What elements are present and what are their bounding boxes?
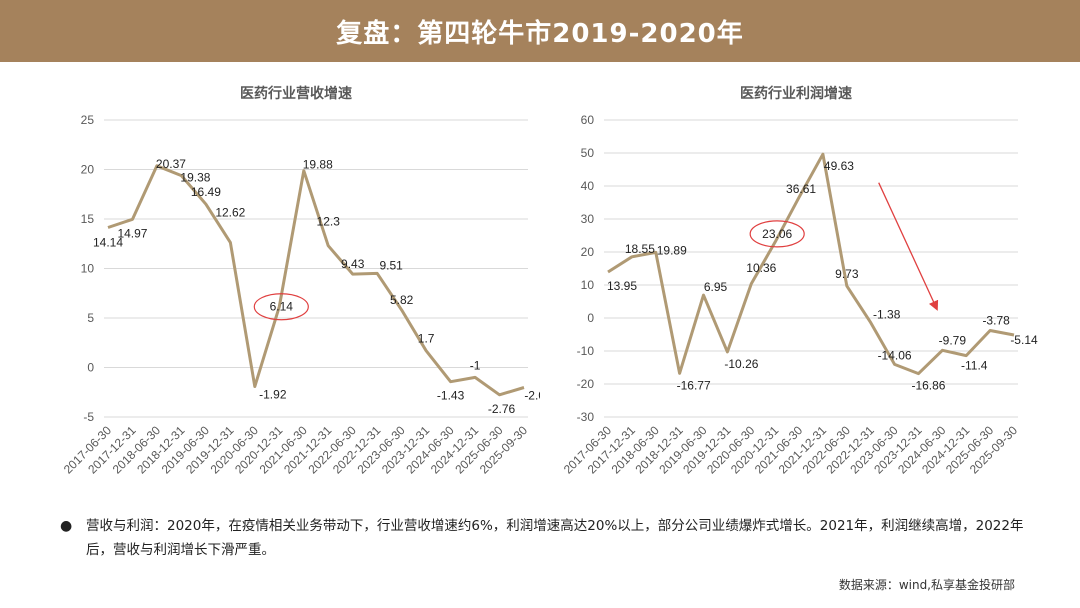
revenue-y-tick-label: 0 (87, 361, 94, 375)
profit-data-label: 49.63 (824, 159, 854, 173)
revenue-data-label: -2.76 (488, 402, 516, 416)
profit-y-tick-label: -30 (577, 410, 595, 424)
page-title: 复盘：第四轮牛市2019-2020年 (336, 18, 744, 49)
profit-data-label: 13.95 (607, 279, 637, 293)
revenue-series-line (107, 164, 525, 397)
revenue-data-label: -2.02 (524, 388, 540, 402)
revenue-chart-title: 医药行业营收增速 (240, 85, 352, 102)
revenue-data-label: -1.92 (259, 388, 287, 402)
revenue-data-label: -1.43 (437, 389, 465, 403)
profit-data-label: 36.61 (786, 182, 816, 196)
revenue-data-label: 20.37 (156, 157, 186, 171)
profit-trend-arrow (878, 182, 939, 311)
profit-data-label: -9.79 (939, 333, 967, 347)
profit-data-label: 6.95 (704, 280, 728, 294)
profit-y-tick-label: 0 (587, 311, 594, 325)
profit-y-tick-label: 50 (581, 146, 595, 160)
revenue-data-label: 19.38 (180, 171, 210, 185)
revenue-data-label: 9.51 (379, 258, 403, 272)
bullet-icon: ● (60, 518, 73, 534)
profit-data-label: 23.06 (762, 227, 792, 241)
revenue-y-tick-label: 15 (81, 212, 95, 226)
profit-data-label: -16.86 (911, 379, 945, 393)
profit-data-label: 18.55 (625, 242, 655, 256)
revenue-data-label: 16.49 (191, 185, 221, 199)
profit-y-tick-label: 20 (581, 245, 595, 259)
profit-data-label: -3.78 (982, 313, 1010, 327)
profit-data-label: 10.36 (746, 261, 776, 275)
profit-y-tick-label: -10 (577, 344, 595, 358)
note-text: 营收与利润：2020年，在疫情相关业务带动下，行业营收增速约6%，利润增速高达2… (86, 518, 1024, 558)
profit-data-label: 19.89 (657, 243, 687, 257)
revenue-y-tick-label: 10 (81, 262, 95, 276)
profit-data-label: 9.73 (835, 267, 859, 281)
revenue-data-label: 19.88 (303, 158, 333, 172)
revenue-y-tick-label: 5 (87, 311, 94, 325)
revenue-highlight-circle (253, 293, 309, 321)
revenue-data-label: -1 (470, 358, 481, 372)
revenue-data-label: 9.43 (341, 257, 365, 271)
profit-y-tick-label: 40 (581, 179, 595, 193)
profit-series-line (607, 152, 1015, 376)
revenue-data-label: 1.7 (418, 332, 435, 346)
revenue-data-label: 6.14 (270, 300, 294, 314)
profit-data-label: -11.4 (961, 359, 988, 373)
revenue-data-label: 12.62 (215, 206, 245, 220)
revenue-data-label: 5.82 (390, 293, 414, 307)
profit-data-label: -14.06 (878, 348, 912, 362)
profit-y-tick-label: 10 (581, 278, 595, 292)
profit-y-tick-label: -20 (577, 377, 595, 391)
profit-data-label: -16.77 (677, 378, 711, 392)
profit-chart-title: 医药行业利润增速 (740, 85, 852, 102)
title-bar: 复盘：第四轮牛市2019-2020年 (0, 0, 1080, 62)
profit-data-label: -5.14 (1010, 333, 1038, 347)
note-paragraph: ● 营收与利润：2020年，在疫情相关业务带动下，行业营收增速约6%，利润增速高… (60, 514, 1040, 562)
profit-data-label: -1.38 (873, 308, 901, 322)
revenue-y-tick-label: 25 (81, 113, 95, 127)
revenue-growth-chart: 医药行业营收增速-505101520252017-06-302017-12-31… (61, 85, 540, 477)
revenue-data-label: 12.3 (317, 215, 341, 229)
data-source: 数据来源：wind,私享基金投研部 (838, 578, 1015, 592)
revenue-y-tick-label: 20 (81, 163, 95, 177)
profit-highlight-circle (749, 220, 805, 248)
profit-growth-chart: 医药行业利润增速-30-20-1001020304050602017-06-30… (561, 85, 1038, 477)
profit-y-tick-label: 30 (581, 212, 595, 226)
profit-data-label: -10.26 (724, 357, 758, 371)
profit-y-tick-label: 60 (581, 113, 595, 127)
revenue-y-tick-label: -5 (83, 410, 94, 424)
revenue-data-label: 14.97 (117, 226, 147, 240)
revenue-data-label: 14.14 (93, 236, 123, 250)
